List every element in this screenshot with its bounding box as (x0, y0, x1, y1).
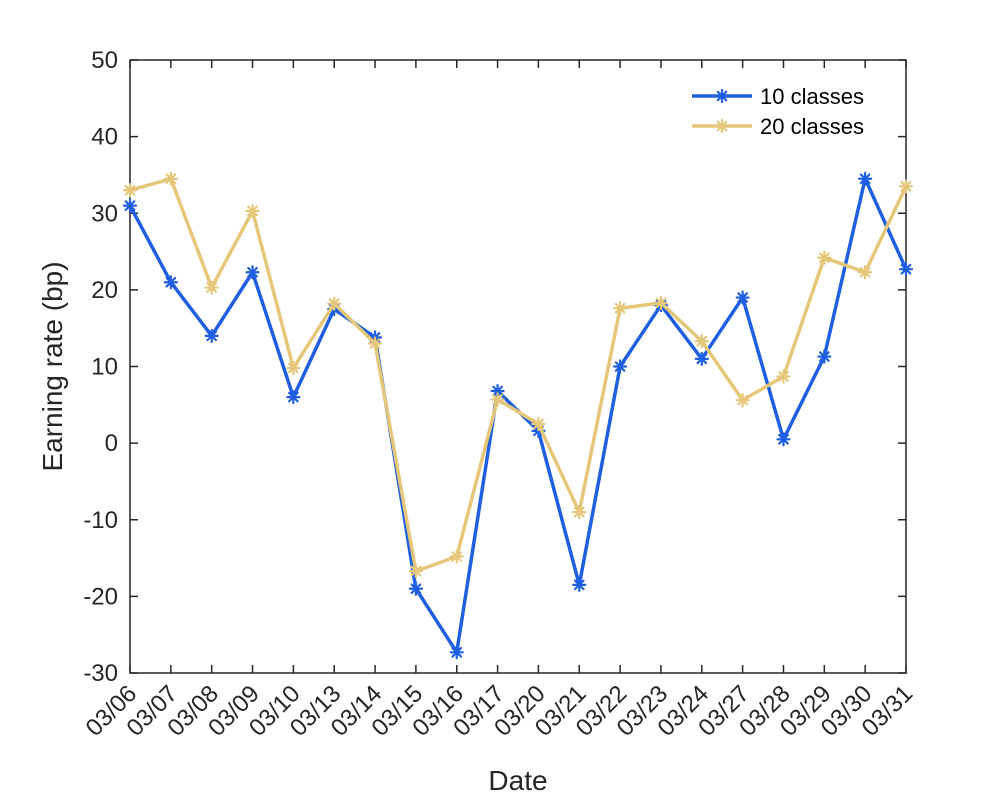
legend-label: 20 classes (760, 114, 864, 139)
y-tick-label: -20 (83, 583, 118, 610)
data-point (327, 296, 342, 311)
legend-marker (714, 88, 730, 104)
data-point (735, 393, 750, 408)
data-point (122, 198, 138, 213)
data-point (204, 328, 219, 343)
legend: 10 classes 20 classes (692, 84, 864, 139)
series-layer (122, 171, 914, 660)
plot-frame (129, 59, 907, 674)
y-axis-title: Earning rate (bp) (37, 261, 68, 471)
data-point (163, 275, 178, 290)
series-1 (122, 171, 914, 660)
data-point (694, 334, 709, 349)
data-point (858, 265, 873, 280)
data-point (613, 359, 628, 374)
data-point (776, 369, 791, 384)
y-tick-label: -10 (83, 507, 118, 534)
data-point (286, 390, 301, 405)
data-point (694, 351, 709, 366)
data-point (163, 171, 178, 186)
data-point (408, 563, 423, 579)
data-point (408, 581, 423, 596)
data-point (531, 416, 546, 432)
data-point (776, 432, 791, 447)
axis-titles: Date Earning rate (bp) (37, 261, 548, 796)
series-line (128, 177, 908, 655)
x-axis-title: Date (488, 765, 547, 796)
y-tick-label: 40 (91, 124, 118, 151)
legend-item: 10 classes (692, 84, 864, 109)
legend-marker (714, 118, 730, 134)
data-point (653, 295, 669, 311)
data-point (735, 290, 750, 305)
y-tick-label: 0 (105, 430, 118, 457)
y-tick-label: 30 (91, 200, 118, 227)
legend-item: 20 classes (692, 114, 864, 139)
data-point (898, 262, 914, 277)
data-point (817, 349, 832, 364)
data-point (245, 203, 260, 219)
series-2 (122, 171, 914, 579)
data-point (122, 183, 138, 198)
data-point (898, 179, 914, 194)
data-point (572, 504, 587, 520)
data-point (286, 360, 301, 376)
data-point (449, 645, 464, 660)
data-point (817, 250, 832, 265)
y-tick-label: 10 (91, 354, 118, 381)
data-point (613, 301, 628, 316)
data-point (490, 392, 505, 407)
y-tick-label: -30 (83, 660, 118, 687)
data-point (449, 549, 464, 564)
data-point (572, 577, 587, 592)
data-point (204, 280, 219, 295)
y-tick-label: 20 (91, 277, 118, 304)
data-point (858, 171, 873, 186)
legend-label: 10 classes (760, 84, 864, 109)
data-point (367, 336, 383, 351)
data-point (245, 265, 260, 280)
series-line (129, 177, 908, 573)
y-tick-label: 50 (91, 47, 118, 74)
